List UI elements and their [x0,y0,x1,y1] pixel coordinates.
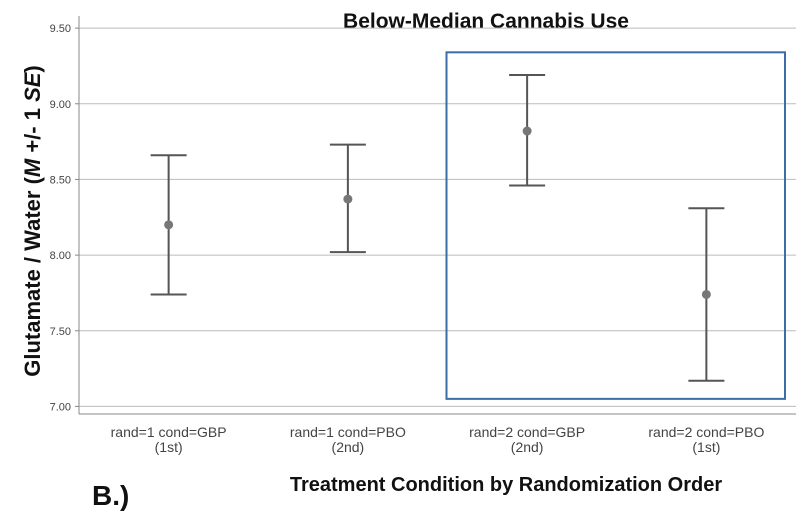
y-tick-label: 9.50 [50,23,71,35]
y-axis-label-part: M [20,158,45,177]
error-bar [509,74,546,187]
error-bar [688,207,725,382]
highlight-box [445,51,786,400]
y-tick-label: 8.00 [50,250,71,262]
gridlines [79,27,796,407]
y-tick-label: 7.50 [50,326,71,338]
y-tick-labels: 7.00 7.50 8.00 8.50 9.00 9.50 [50,23,79,413]
y-axis-label-part: SE [20,71,45,102]
y-tick-label: 8.50 [50,174,71,186]
y-axis-label-part: Glutamate / Water ( [20,176,45,376]
y-axis-label-part: ) [20,65,45,72]
x-axis-label: Treatment Condition by Randomization Ord… [290,474,722,496]
mean-point [522,126,532,136]
y-tick-label: 9.00 [50,99,71,111]
category-sublabel: (2nd) [511,439,544,455]
category-labels: rand=1 cond=GBP(1st)rand=1 cond=PBO(2nd)… [111,424,765,455]
mean-point [164,220,174,230]
panel-label: B.) [92,480,129,511]
category-sublabel: (1st) [155,439,183,455]
chart-title: Below-Median Cannabis Use [343,10,629,33]
y-tick-label: 7.00 [50,401,71,413]
category-label: rand=2 cond=GBP [469,424,585,440]
y-axis-label: Glutamate / Water (M +/- 1 SE) [20,65,45,377]
error-bar [329,143,366,254]
category-label: rand=1 cond=GBP [111,424,227,440]
category-label: rand=1 cond=PBO [290,424,406,440]
category-sublabel: (1st) [692,439,720,455]
y-axis-label-part: +/- 1 [20,102,45,159]
mean-point [343,194,353,204]
mean-point [701,289,711,299]
category-label: rand=2 cond=PBO [648,424,764,440]
error-bar [150,154,187,296]
error-bars [150,74,725,382]
category-sublabel: (2nd) [332,439,365,455]
